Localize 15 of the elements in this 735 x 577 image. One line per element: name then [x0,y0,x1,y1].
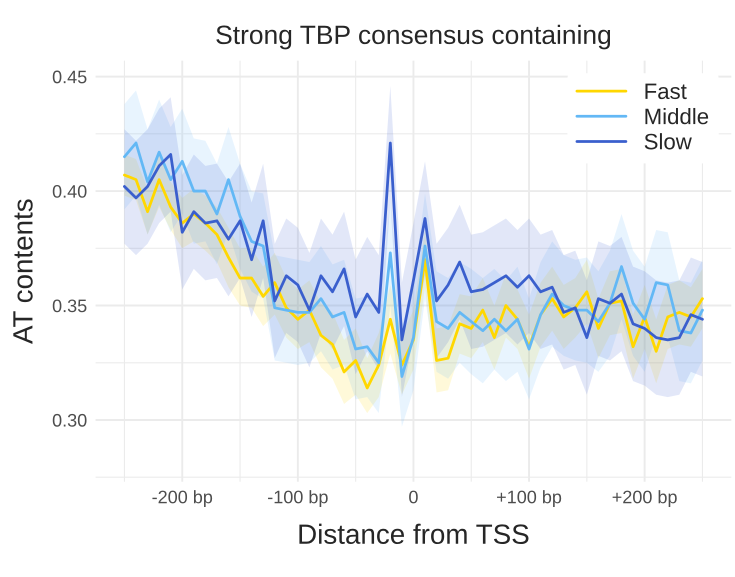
x-tick-label: -200 bp [152,490,212,507]
y-tick-label: 0.40 [52,185,87,198]
legend-label: Middle [645,108,708,124]
legend-label: Fast [645,84,687,100]
y-tick-label: 0.45 [52,70,86,84]
x-tick-label: 0 [409,490,418,504]
x-tick-label: -100 bp [268,490,328,507]
x-tick-label: +100 bp [497,490,562,507]
chart-title: Strong TBP consensus containing [216,24,610,50]
y-tick-label: 0.30 [52,414,87,427]
y-tick-label: 0.35 [52,299,86,312]
legend-label: Slow [644,133,692,150]
x-axis-title: Distance from TSS [299,524,528,544]
y-axis-title: AT contents [13,199,33,344]
x-tick-label: +200 bp [612,490,677,507]
